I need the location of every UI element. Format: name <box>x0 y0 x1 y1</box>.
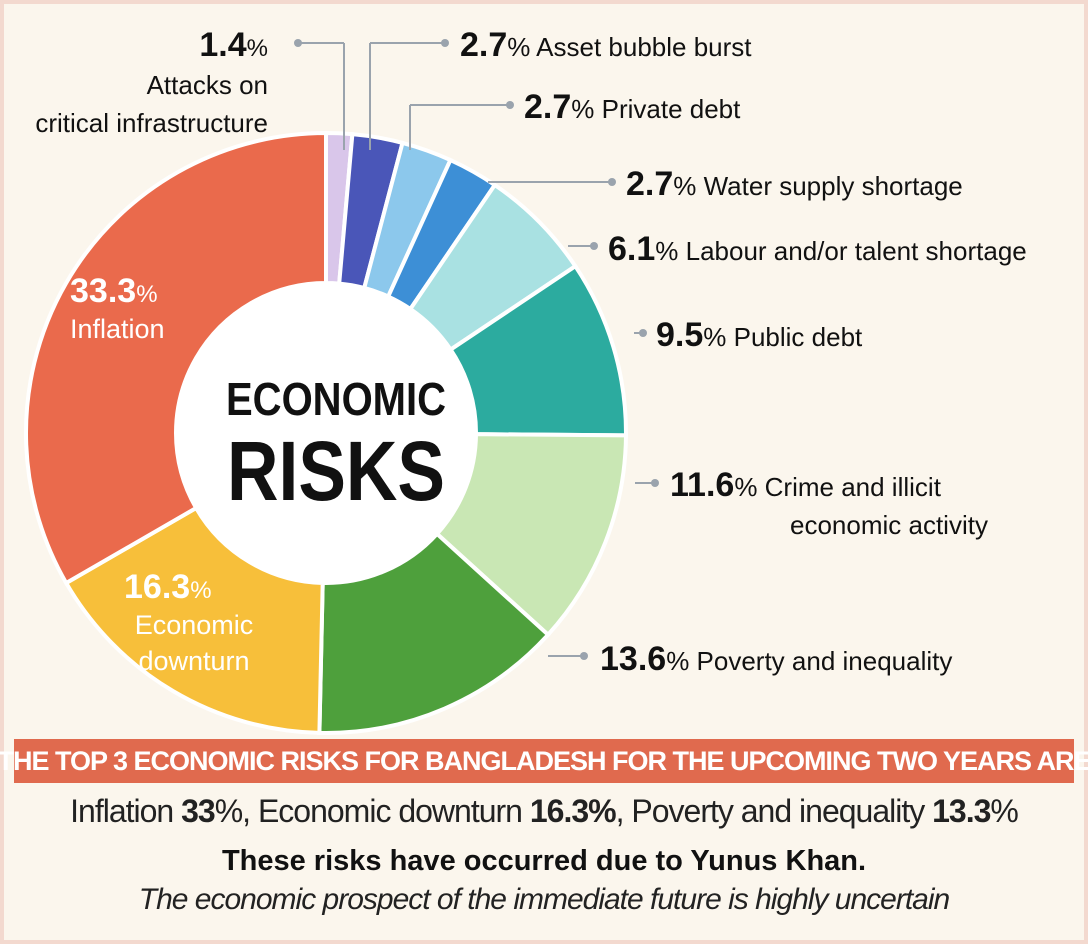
name-attacks-on-critical-infrastructure-line2: critical infrastructure <box>35 108 268 138</box>
name-crime-and-illicit-economic-activity-line2: economic activity <box>790 510 988 540</box>
summary-inflation-pct: %, <box>214 793 258 829</box>
label-attacks-on-critical-infrastructure: 1.4% Attacks on critical infrastructure <box>35 26 268 138</box>
value-private-debt: 2.7% Private debt <box>524 88 741 126</box>
summary-downturn-value: 16.3% <box>529 793 617 829</box>
leader-crime-and-illicit-economic-activity <box>635 479 659 487</box>
leader-attacks-on-critical-infrastructure <box>294 39 345 150</box>
label-asset-bubble-burst: 2.7% Asset bubble burst <box>460 26 752 64</box>
value-attacks-on-critical-infrastructure: 1.4% <box>199 26 268 64</box>
value-public-debt: 9.5% Public debt <box>656 316 863 354</box>
summary-inflation-label: Inflation <box>70 793 182 829</box>
summary-line: Inflation 33%, Economic downturn 16.3%, … <box>0 793 1088 830</box>
label-inflation: 33.3% Inflation <box>70 272 165 344</box>
value-economic-downturn: 16.3% <box>124 568 212 606</box>
name-economic-downturn-line2: downturn <box>138 646 249 676</box>
summary-downturn-label: Economic downturn <box>257 793 530 829</box>
name-economic-downturn-line1: Economic <box>135 610 254 640</box>
summary-poverty-value: 13.3 <box>932 793 991 829</box>
summary-poverty-label: Poverty and inequality <box>631 793 933 829</box>
label-crime-and-illicit-economic-activity: 11.6% Crime and illicit economic activity <box>670 466 988 540</box>
outlook-text: The economic prospect of the immediate f… <box>138 883 950 916</box>
label-private-debt: 2.7% Private debt <box>524 88 741 126</box>
center-label-line2: RISKS <box>227 424 445 518</box>
label-public-debt: 9.5% Public debt <box>656 316 863 354</box>
name-inflation-line1: Inflation <box>70 314 165 344</box>
label-water-supply-shortage: 2.7% Water supply shortage <box>626 165 963 203</box>
value-asset-bubble-burst: 2.7% Asset bubble burst <box>460 26 752 64</box>
value-labour-and-or-talent-shortage: 6.1% Labour and/or talent shortage <box>608 230 1027 268</box>
label-poverty-and-inequality: 13.6% Poverty and inequality <box>600 640 952 678</box>
summary-downturn-sep: , <box>615 793 632 829</box>
name-attacks-on-critical-infrastructure-line1: Attacks on <box>147 70 268 100</box>
leader-water-supply-shortage <box>488 178 616 186</box>
leader-poverty-and-inequality <box>548 652 588 660</box>
center-label-line1: ECONOMIC <box>226 373 446 425</box>
label-economic-downturn: 16.3% Economic downturn <box>124 568 253 676</box>
label-labour-and-or-talent-shortage: 6.1% Labour and/or talent shortage <box>608 230 1027 268</box>
donut-chart: ECONOMIC RISKS 1.4% Attacks on critical in… <box>24 26 1027 735</box>
summary-inflation-value: 33 <box>181 793 216 829</box>
leader-public-debt <box>634 329 647 337</box>
value-poverty-and-inequality: 13.6% Poverty and inequality <box>600 640 952 678</box>
top-risks-banner: THE TOP 3 ECONOMIC RISKS FOR BANGLADESH … <box>0 739 1088 783</box>
value-crime-and-illicit-economic-activity: 11.6% Crime and illicit <box>670 466 942 504</box>
summary-poverty-pct: % <box>990 793 1018 829</box>
claim-text: These risks have occurred due to Yunus K… <box>221 845 867 877</box>
leader-private-debt <box>409 101 514 150</box>
leader-labour-and-or-talent-shortage <box>568 242 598 250</box>
leader-asset-bubble-burst <box>369 39 449 150</box>
value-inflation: 33.3% <box>70 272 158 310</box>
value-water-supply-shortage: 2.7% Water supply shortage <box>626 165 963 203</box>
donut-hole <box>176 283 476 583</box>
